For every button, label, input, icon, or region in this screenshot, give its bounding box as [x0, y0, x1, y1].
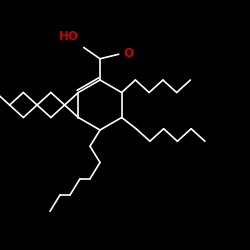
Text: O: O	[123, 47, 133, 60]
Text: HO: HO	[58, 30, 78, 43]
